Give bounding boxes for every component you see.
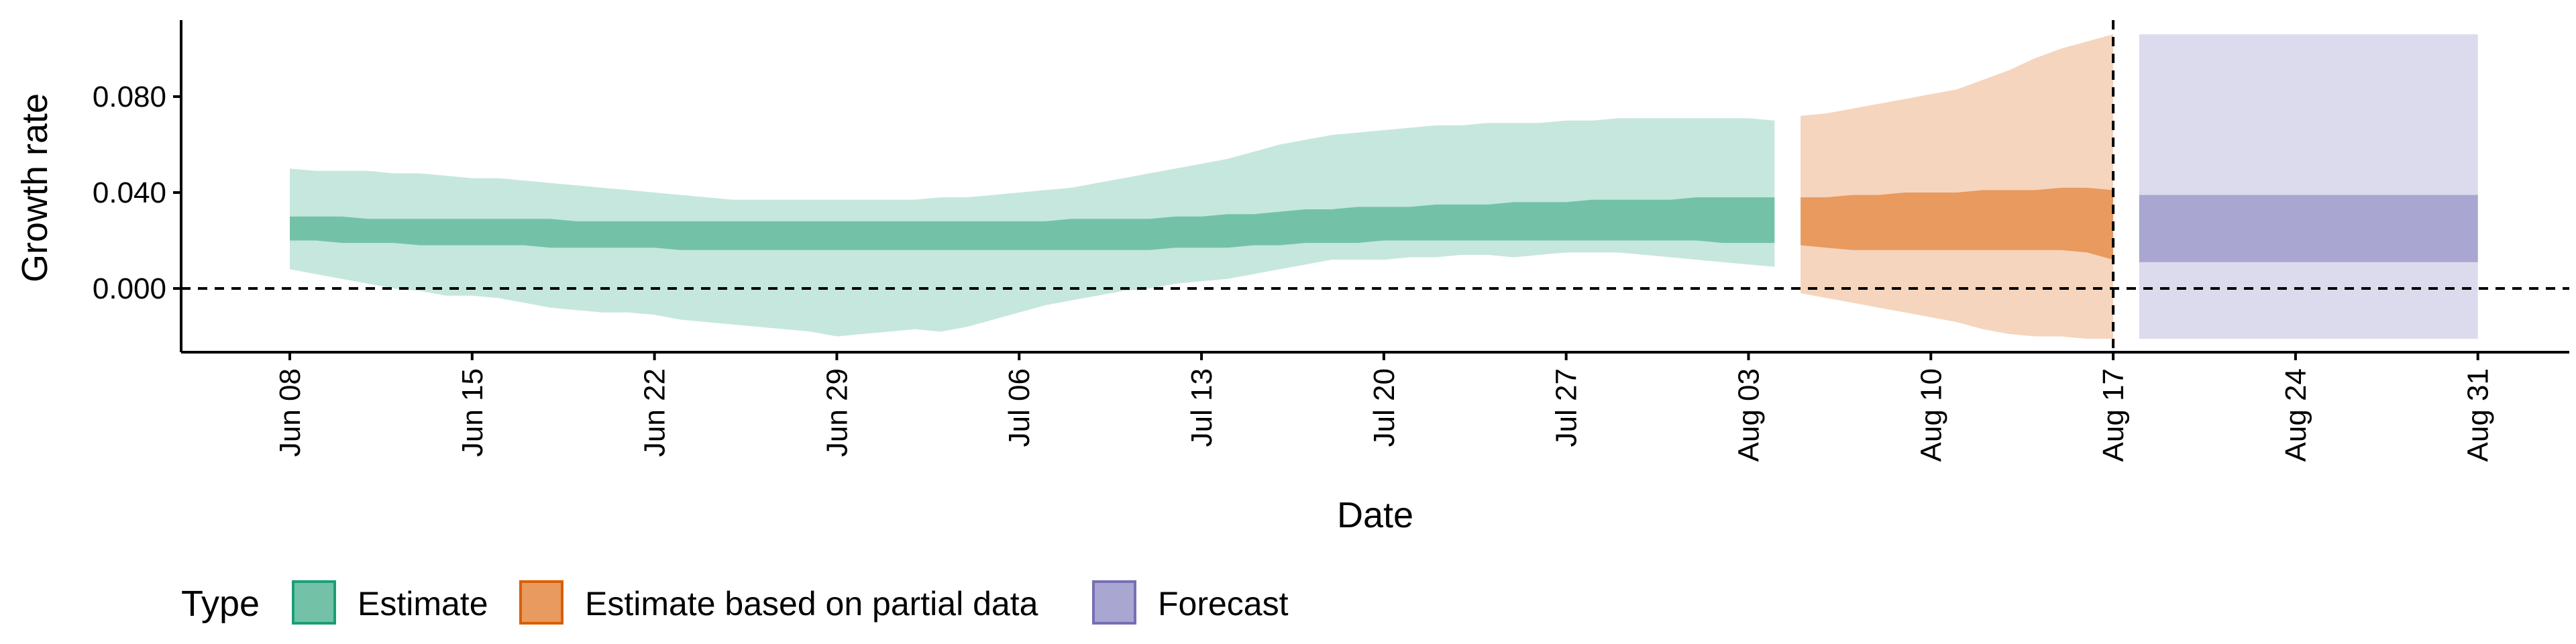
y-tick-label: 0.040 — [93, 176, 166, 209]
estimate-inner-band — [290, 197, 1775, 250]
legend-key-1 — [292, 580, 336, 625]
ribbon-layer — [290, 34, 2478, 339]
x-tick-label: Jun 22 — [639, 368, 672, 457]
legend-title: Type — [181, 584, 260, 624]
x-tick-label: Jun 15 — [456, 368, 489, 457]
y-axis-ticks: 0.000 0.040 0.080 — [93, 80, 181, 305]
reference-lines — [181, 20, 2569, 352]
legend-label-2: Estimate based on partial data — [585, 585, 1038, 623]
y-tick-label: 0.000 — [93, 272, 166, 305]
estimate-based-on-partial-data-outer-band — [1801, 34, 2114, 339]
x-tick-label: Jun 08 — [274, 368, 307, 457]
y-axis-title: Growth rate — [15, 93, 55, 282]
estimate-based-on-partial-data-inner-band — [1801, 187, 2114, 260]
x-tick-label: Jul 06 — [1003, 368, 1036, 447]
x-tick-label: Aug 24 — [2279, 368, 2312, 462]
axes — [180, 20, 2569, 354]
x-tick-label: Aug 03 — [1733, 368, 1766, 462]
legend-label-3: Forecast — [1158, 585, 1289, 623]
x-tick-label: Aug 10 — [1915, 368, 1947, 462]
x-tick-label: Aug 31 — [2462, 368, 2495, 462]
x-tick-label: Aug 17 — [2097, 368, 2130, 462]
x-tick-label: Jul 27 — [1550, 368, 1583, 447]
y-tick-label: 0.080 — [93, 80, 166, 113]
legend: Type Estimate Estimate based on partial d… — [181, 580, 1289, 625]
x-axis-title: Date — [1337, 495, 1413, 535]
forecast-outer-band — [2139, 34, 2478, 339]
x-tick-label: Jul 20 — [1368, 368, 1401, 447]
x-axis-ticks: Jun 08 Jun 15 Jun 22 Jun 29 Jul 06 Jul 13 Jul … — [274, 352, 2495, 462]
forecast-inner-band — [2139, 195, 2478, 262]
legend-key-3 — [1092, 580, 1136, 625]
x-tick-label: Jul 13 — [1185, 368, 1218, 447]
x-tick-label: Jun 29 — [820, 368, 853, 457]
legend-key-2 — [519, 580, 564, 625]
legend-label-1: Estimate — [358, 585, 488, 623]
